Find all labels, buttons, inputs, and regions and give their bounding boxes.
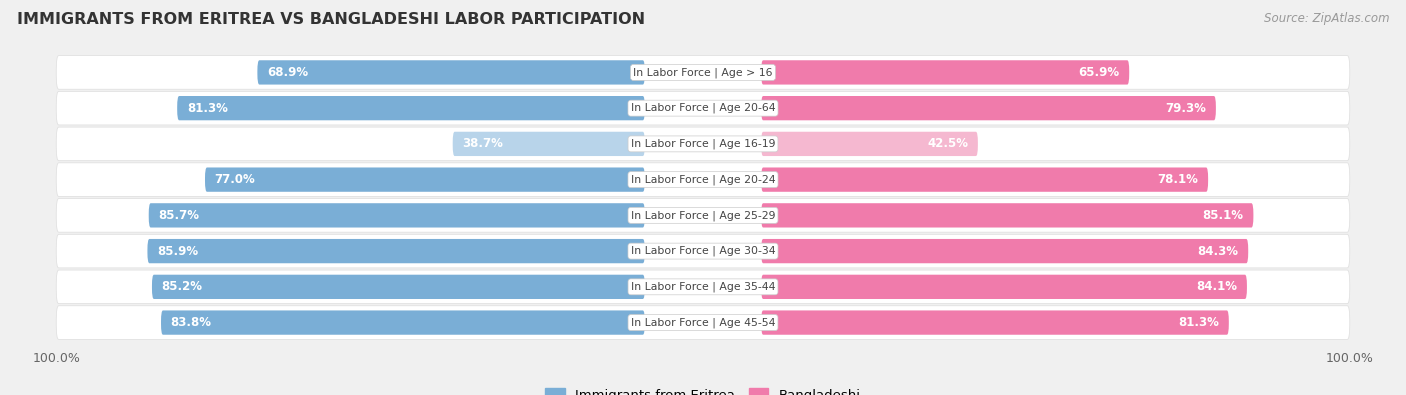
Text: In Labor Force | Age 16-19: In Labor Force | Age 16-19 (631, 139, 775, 149)
FancyBboxPatch shape (162, 310, 645, 335)
FancyBboxPatch shape (56, 199, 1350, 232)
Text: IMMIGRANTS FROM ERITREA VS BANGLADESHI LABOR PARTICIPATION: IMMIGRANTS FROM ERITREA VS BANGLADESHI L… (17, 12, 645, 27)
FancyBboxPatch shape (56, 91, 1350, 125)
FancyBboxPatch shape (177, 96, 645, 120)
FancyBboxPatch shape (56, 56, 1350, 89)
FancyBboxPatch shape (56, 163, 1350, 196)
Text: 81.3%: 81.3% (1178, 316, 1219, 329)
Text: 38.7%: 38.7% (463, 137, 503, 150)
Text: 65.9%: 65.9% (1078, 66, 1119, 79)
FancyBboxPatch shape (56, 127, 1350, 161)
Text: 85.9%: 85.9% (157, 245, 198, 258)
FancyBboxPatch shape (761, 167, 1208, 192)
Text: Source: ZipAtlas.com: Source: ZipAtlas.com (1264, 12, 1389, 25)
Text: 68.9%: 68.9% (267, 66, 308, 79)
FancyBboxPatch shape (761, 96, 1216, 120)
FancyBboxPatch shape (761, 275, 1247, 299)
FancyBboxPatch shape (761, 132, 979, 156)
FancyBboxPatch shape (56, 306, 1350, 339)
Text: In Labor Force | Age 25-29: In Labor Force | Age 25-29 (631, 210, 775, 221)
Text: 81.3%: 81.3% (187, 102, 228, 115)
Text: 42.5%: 42.5% (927, 137, 969, 150)
FancyBboxPatch shape (152, 275, 645, 299)
Text: 85.1%: 85.1% (1202, 209, 1244, 222)
Text: In Labor Force | Age 20-24: In Labor Force | Age 20-24 (631, 174, 775, 185)
FancyBboxPatch shape (761, 60, 1129, 85)
Text: 84.3%: 84.3% (1198, 245, 1239, 258)
FancyBboxPatch shape (205, 167, 645, 192)
Text: In Labor Force | Age 20-64: In Labor Force | Age 20-64 (631, 103, 775, 113)
FancyBboxPatch shape (761, 239, 1249, 263)
Legend: Immigrants from Eritrea, Bangladeshi: Immigrants from Eritrea, Bangladeshi (540, 383, 866, 395)
Text: 85.7%: 85.7% (159, 209, 200, 222)
Text: 83.8%: 83.8% (170, 316, 212, 329)
Text: In Labor Force | Age 30-34: In Labor Force | Age 30-34 (631, 246, 775, 256)
FancyBboxPatch shape (56, 234, 1350, 268)
FancyBboxPatch shape (257, 60, 645, 85)
Text: In Labor Force | Age 35-44: In Labor Force | Age 35-44 (631, 282, 775, 292)
FancyBboxPatch shape (149, 203, 645, 228)
FancyBboxPatch shape (761, 203, 1253, 228)
Text: 79.3%: 79.3% (1166, 102, 1206, 115)
FancyBboxPatch shape (761, 310, 1229, 335)
Text: 78.1%: 78.1% (1157, 173, 1198, 186)
Text: 77.0%: 77.0% (215, 173, 256, 186)
FancyBboxPatch shape (148, 239, 645, 263)
Text: 85.2%: 85.2% (162, 280, 202, 293)
Text: In Labor Force | Age 45-54: In Labor Force | Age 45-54 (631, 317, 775, 328)
Text: In Labor Force | Age > 16: In Labor Force | Age > 16 (633, 67, 773, 78)
FancyBboxPatch shape (453, 132, 645, 156)
Text: 84.1%: 84.1% (1197, 280, 1237, 293)
FancyBboxPatch shape (56, 270, 1350, 304)
